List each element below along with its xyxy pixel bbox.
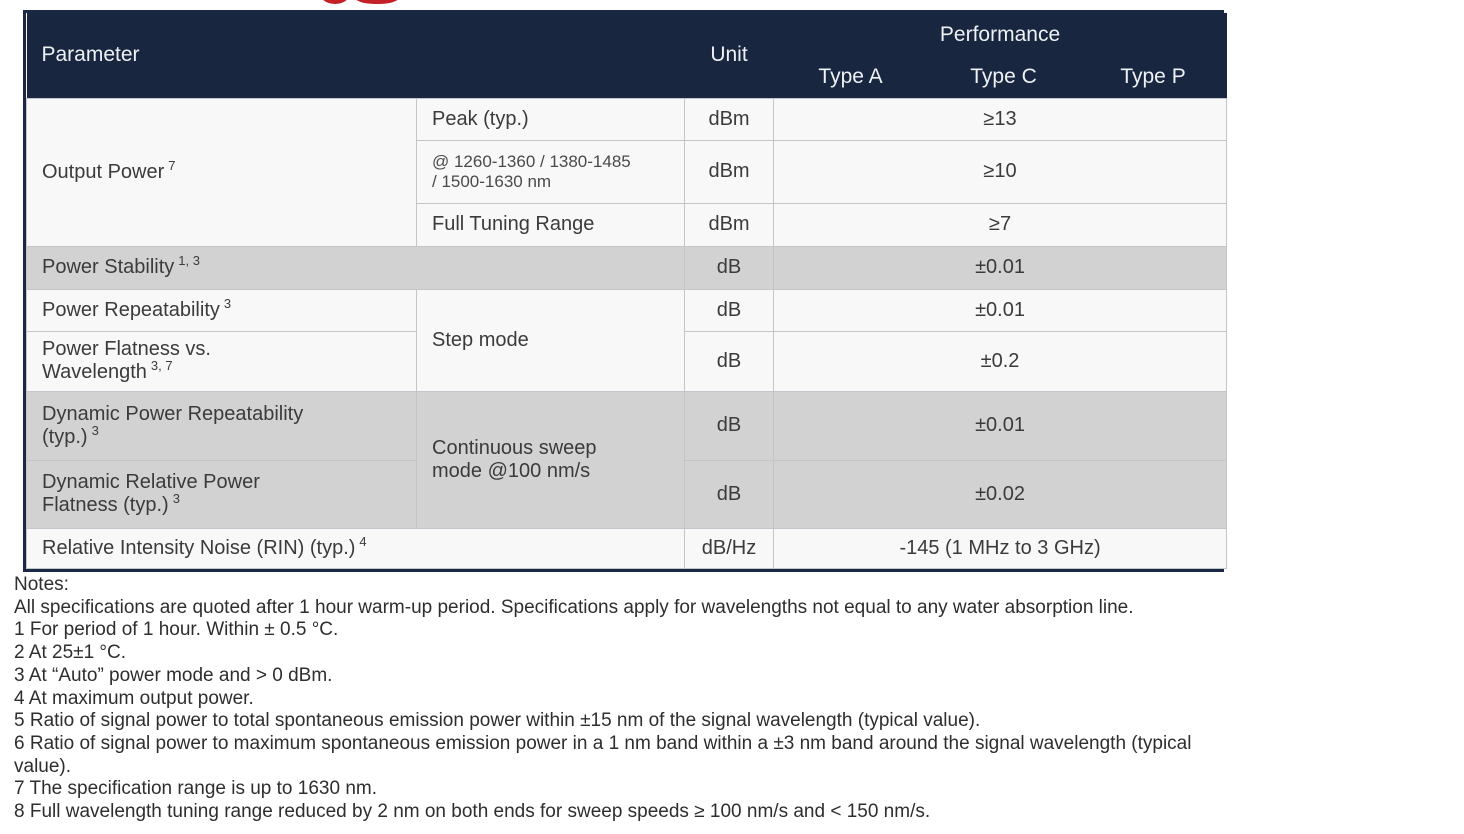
value-cell-peak: ≥13 [773,97,1228,141]
value-cell-power-repeatability: ±0.01 [773,288,1228,332]
notes-line: 7 The specification range is up to 1630 … [14,778,377,800]
dynamic-power-repeatability-label: Dynamic Power Repeatability (typ.) [42,402,304,448]
continuous-sweep-label: Continuous sweep mode @100 nm/s [432,436,597,482]
unit-cell-power-repeatability: dB [684,288,775,332]
value-cell-rin: -145 (1 MHz to 3 GHz) [773,527,1228,569]
spec-table-container: Parameter Unit Performance Type A Type C… [23,10,1228,572]
power-repeatability-sup: 3 [223,295,232,311]
notes-line: 6 Ratio of signal power to maximum spont… [14,732,1192,777]
unit-cell-full-tuning-range: dBm [684,202,775,247]
power-flatness-label: Power Flatness vs. Wavelength [42,338,211,383]
clipped-red-logo-fragment [320,0,410,6]
mode-cell-continuous-sweep: Continuous sweep mode @100 nm/s [415,390,686,529]
table-row-peak: Output Power 7 Peak (typ.) dBm ≥13 [26,97,1228,247]
value-cell-power-flatness: ±0.2 [773,330,1228,392]
logo-fragment-blob-left [322,0,348,4]
param-cell-full-tuning-range: Full Tuning Range [415,202,686,247]
table-header: Parameter Unit Performance Type A Type C… [26,13,1227,98]
notes-line: 8 Full wavelength tuning range reduced b… [14,801,931,823]
header-row-1: Parameter Unit Performance [26,13,1227,98]
param-cell-output-power: Output Power 7 [26,97,417,247]
dynamic-relative-power-flatness-label: Dynamic Relative Power Flatness (typ.) [42,471,260,516]
unit-cell-peak: dBm [684,97,775,141]
dynamic-relative-power-flatness-sup: 3 [172,491,180,507]
param-cell-power-flatness: Power Flatness vs. Wavelength 3, 7 [26,330,417,392]
table-row-dynamic-relative-power-flatness: Dynamic Relative Power Flatness (typ.) 3 … [26,459,1228,529]
header-unit: Unit [684,13,774,98]
value-cell-full-tuning-range: ≥7 [773,202,1228,247]
notes-section: Notes: All specifications are quoted aft… [14,574,1462,824]
param-cell-dynamic-relative-power-flatness: Dynamic Relative Power Flatness (typ.) 3 [26,459,417,529]
full-tuning-range-label: Full Tuning Range [432,213,595,235]
mode-cell-step-mode: Step mode [415,288,686,392]
param-cell-wavelength-ranges: @ 1260-1360 / 1380-1485 / 1500-1630 nm [415,139,686,204]
value-cell-wavelength-ranges: ≥10 [773,139,1228,204]
dynamic-power-repeatability-sup: 3 [91,422,99,438]
header-type-p: Type P [1079,57,1227,98]
unit-cell-dynamic-power-repeatability: dB [684,390,775,461]
notes-line: 4 At maximum output power. [14,687,254,709]
header-performance: Performance [773,13,1227,57]
unit-cell-rin: dB/Hz [684,527,775,569]
rin-sup: 4 [359,533,367,549]
value-cell-dynamic-power-repeatability: ±0.01 [773,390,1228,461]
table-row-rin: Relative Intensity Noise (RIN) (typ.) 4 d… [25,527,1228,569]
unit-cell-power-flatness: dB [684,330,775,392]
table-row-dynamic-power-repeatability: Dynamic Power Repeatability (typ.) 3 Cont… [26,390,1228,529]
notes-line: 5 Ratio of signal power to total spontan… [14,710,981,732]
table-row-power-stability: Power Stability 1, 3 dB ±0.01 [25,245,1228,290]
unit-cell-wavelength-ranges: dBm [684,139,775,204]
peak-label: Peak (typ.) [432,107,529,130]
value-cell-dynamic-relative-power-flatness: ±0.02 [773,459,1228,529]
output-power-label: Output Power [42,160,165,183]
notes-line: 3 At “Auto” power mode and > 0 dBm. [14,664,333,686]
notes-line: 1 For period of 1 hour. Within ± 0.5 °C. [14,619,339,641]
table-body: Output Power 7 Peak (typ.) dBm ≥13 @ 1260… [25,97,1228,569]
param-cell-rin: Relative Intensity Noise (RIN) (typ.) 4 [25,527,686,569]
header-type-c: Type C [927,57,1080,98]
unit-cell-dynamic-relative-power-flatness: dB [684,459,775,529]
param-cell-power-repeatability: Power Repeatability 3 [26,288,417,332]
spec-table: Parameter Unit Performance Type A Type C… [25,13,1228,569]
power-repeatability-label: Power Repeatability [42,298,220,321]
rin-label: Relative Intensity Noise (RIN) (typ.) [42,536,356,559]
logo-fragment-blob-right [354,0,400,4]
notes-title: Notes: [14,574,69,595]
param-cell-power-stability: Power Stability 1, 3 [25,245,686,290]
table-row-wavelength-ranges: @ 1260-1360 / 1380-1485 / 1500-1630 nm d… [27,139,1228,204]
table-row-power-flatness: Power Flatness vs. Wavelength 3, 7 dB ±0.… [26,330,1228,392]
header-type-a: Type A [773,57,928,98]
power-stability-label: Power Stability [42,256,175,278]
table-row-power-repeatability: Power Repeatability 3 Step mode dB ±0.01 [26,288,1228,392]
notes-line: All specifications are quoted after 1 ho… [14,596,1134,618]
output-power-sup: 7 [168,157,176,173]
step-mode-label: Step mode [432,328,529,351]
table-row-full-tuning-range: Full Tuning Range dBm ≥7 [27,202,1228,247]
header-row-2: Type A Type C Type P [27,57,1227,98]
value-cell-power-stability: ±0.01 [773,245,1228,290]
param-cell-dynamic-power-repeatability: Dynamic Power Repeatability (typ.) 3 [26,390,417,461]
power-flatness-sup: 3, 7 [150,358,173,374]
power-stability-sup: 1, 3 [178,253,200,269]
wavelength-ranges-label: @ 1260-1360 / 1380-1485 / 1500-1630 nm [432,151,631,191]
header-parameter: Parameter [26,13,685,98]
notes-line: 2 At 25±1 °C. [14,642,127,664]
unit-cell-power-stability: dB [684,245,775,290]
param-cell-peak: Peak (typ.) [415,97,686,141]
